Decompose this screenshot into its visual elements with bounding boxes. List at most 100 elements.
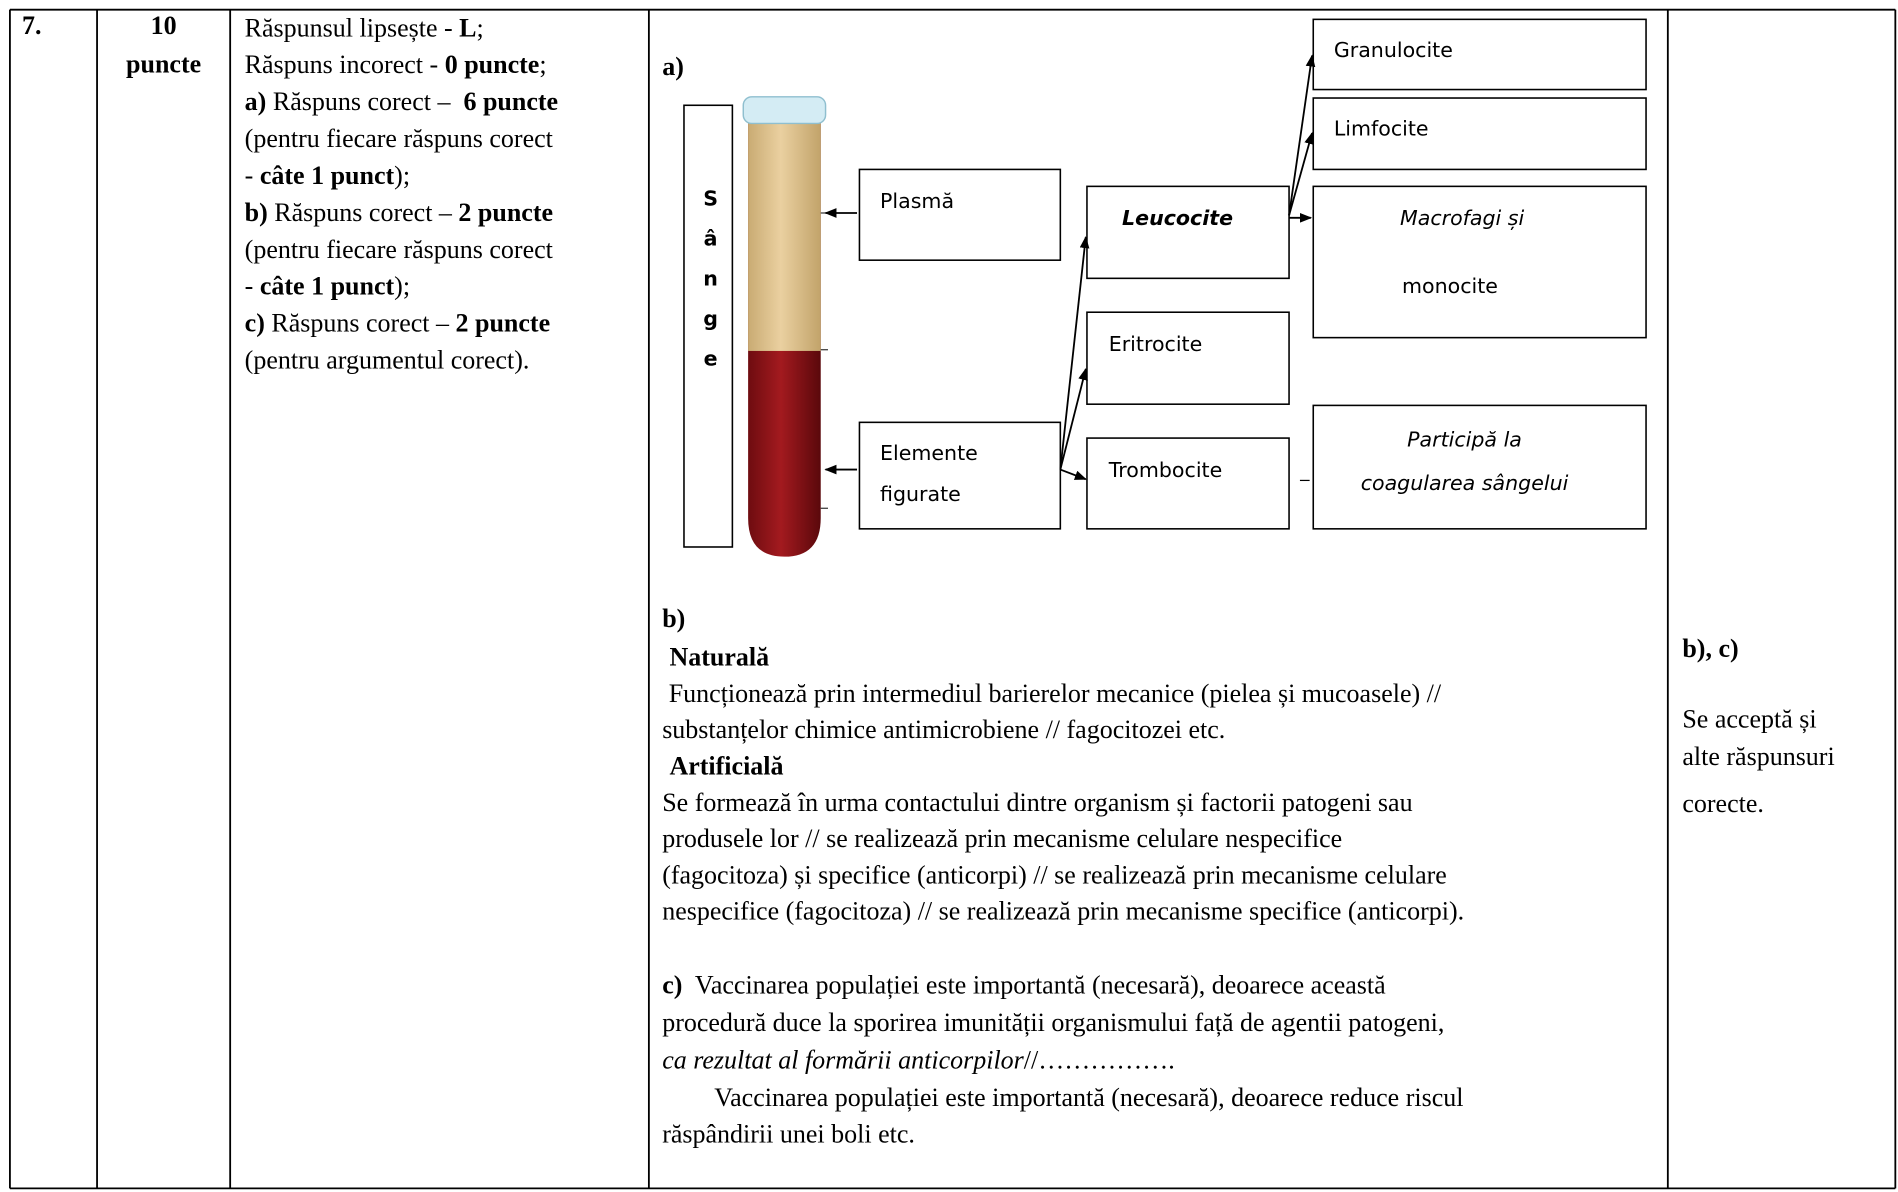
text-run: ; bbox=[539, 50, 546, 79]
text-run: ; bbox=[477, 13, 484, 42]
item-number: 7. bbox=[22, 11, 42, 40]
notes-line: alte răspunsuri bbox=[1682, 742, 1834, 771]
answer-b-line: nespecifice (fagocitoza) // se realizeaz… bbox=[662, 897, 1464, 926]
scoring-line: b) Răspuns corect – 2 puncte bbox=[245, 198, 553, 227]
scoring-line: Răspunsul lipsește - L; bbox=[245, 13, 484, 42]
text-run: a) bbox=[245, 87, 267, 116]
points-value: 10 bbox=[151, 11, 177, 40]
answer-c-line: procedură duce la sporirea imunității or… bbox=[662, 1008, 1444, 1037]
plasma-box bbox=[858, 168, 1062, 261]
answer-b-line: substanțelor chimice antimicrobiene // f… bbox=[662, 715, 1225, 744]
text-run: ); bbox=[394, 161, 410, 190]
answer-b-line: Naturală bbox=[669, 643, 769, 672]
scoring-line: - câte 1 punct); bbox=[245, 161, 410, 190]
granulocytes-label: Granulocite bbox=[1334, 38, 1453, 62]
text-run: Vaccinarea populației este importantă (n… bbox=[682, 971, 1386, 1000]
text-run: produsele lor // se realizează prin meca… bbox=[662, 824, 1342, 853]
answer-b-line: Artificială bbox=[669, 751, 783, 780]
text-run: 2 puncte bbox=[456, 309, 551, 338]
granulocytes-box bbox=[1312, 18, 1647, 91]
notes-line: Se acceptă și bbox=[1682, 704, 1816, 733]
answer-c-line: Vaccinarea populației este importantă (n… bbox=[714, 1083, 1463, 1112]
text-run: - bbox=[245, 272, 260, 301]
text-run: b) bbox=[662, 604, 685, 633]
text-run: (pentru fiecare răspuns corect bbox=[245, 124, 554, 153]
formed-elements-label: figurate bbox=[880, 482, 961, 506]
text-run: c) bbox=[245, 309, 265, 338]
scoring-line: (pentru fiecare răspuns corect bbox=[245, 124, 554, 153]
text-run: Se formează în urma contactului dintre o… bbox=[662, 788, 1412, 817]
answer-label: a) bbox=[662, 52, 684, 81]
text-run: c) bbox=[662, 971, 682, 1000]
macrophages-label: Macrofagi și bbox=[1400, 206, 1525, 230]
answer-c-line: răspândirii unei boli etc. bbox=[662, 1119, 915, 1148]
text-run: procedură duce la sporirea imunității or… bbox=[662, 1008, 1444, 1037]
erythrocytes-box bbox=[1086, 311, 1290, 405]
blood-box bbox=[683, 104, 734, 548]
arrow bbox=[1059, 367, 1088, 470]
arrow bbox=[1288, 54, 1316, 216]
scoring-line: - câte 1 punct); bbox=[245, 272, 410, 301]
answer-b-line: Se formează în urma contactului dintre o… bbox=[662, 788, 1412, 817]
scoring-line: Răspuns incorect - 0 puncte; bbox=[245, 50, 547, 79]
coagulation-label: Participă la bbox=[1407, 428, 1522, 452]
scoring-line: (pentru argumentul corect). bbox=[245, 345, 530, 374]
notes-line: corecte. bbox=[1682, 789, 1764, 818]
scoring-line: (pentru fiecare răspuns corect bbox=[245, 235, 554, 264]
text-run: Răspuns corect – bbox=[268, 198, 459, 227]
text-run: substanțelor chimice antimicrobiene // f… bbox=[662, 715, 1225, 744]
text-run: 2 puncte bbox=[458, 198, 553, 227]
leukocytes-box bbox=[1086, 185, 1290, 280]
thrombocytes-box bbox=[1086, 437, 1290, 530]
text-run: nespecifice (fagocitoza) // se realizeaz… bbox=[662, 897, 1464, 926]
macrophages-label: monocite bbox=[1402, 274, 1498, 298]
formed-elements-label: Elemente bbox=[880, 441, 978, 465]
scoring-line: a) Răspuns corect – 6 puncte bbox=[245, 87, 558, 116]
text-run: (fagocitoza) și specifice (anticorpi) //… bbox=[662, 860, 1447, 889]
answer-b-line: (fagocitoza) și specifice (anticorpi) //… bbox=[662, 860, 1447, 889]
text-run: L bbox=[459, 13, 476, 42]
plasma-label: Plasmă bbox=[880, 189, 954, 213]
erythrocytes-label: Eritrocite bbox=[1109, 332, 1203, 356]
text-run: ); bbox=[394, 272, 410, 301]
text-run: Funcționează prin intermediul barierelor… bbox=[662, 679, 1442, 708]
formed-elements-box bbox=[858, 421, 1062, 530]
text-run: Artificială bbox=[669, 751, 783, 780]
text-run: b) bbox=[245, 198, 268, 227]
text-run: //……………. bbox=[1024, 1046, 1175, 1075]
thrombocytes-label: Trombocite bbox=[1108, 458, 1223, 482]
scoring-line: c) Răspuns corect – 2 puncte bbox=[245, 309, 550, 338]
lymphocytes-label: Limfocite bbox=[1334, 117, 1429, 141]
answer-b-line: produsele lor // se realizează prin meca… bbox=[662, 824, 1342, 853]
tube-cap bbox=[742, 96, 827, 125]
text-run: câte 1 punct bbox=[260, 161, 395, 190]
notes-label: b), c) bbox=[1682, 634, 1738, 663]
table-borders bbox=[9, 8, 1897, 1190]
lymphocytes-box bbox=[1312, 97, 1647, 171]
text-run: (pentru argumentul corect). bbox=[245, 345, 530, 374]
text-run: Naturală bbox=[669, 643, 769, 672]
leukocytes-label: Leucocite bbox=[1122, 206, 1233, 230]
text-run: - bbox=[245, 161, 260, 190]
text-run: câte 1 punct bbox=[260, 272, 395, 301]
text-run: Răspunsul lipsește - bbox=[245, 13, 460, 42]
text-run: (pentru fiecare răspuns corect bbox=[245, 235, 554, 264]
text-run: 6 puncte bbox=[463, 87, 558, 116]
answer-b-line: Funcționează prin intermediul barierelor… bbox=[662, 679, 1442, 708]
coagulation-label: coagularea sângelui bbox=[1361, 471, 1569, 495]
points-unit: puncte bbox=[126, 50, 201, 79]
arrow bbox=[1060, 468, 1087, 481]
text-run: 0 puncte bbox=[445, 50, 540, 79]
text-run: răspândirii unei boli etc. bbox=[662, 1119, 915, 1148]
answer-c-line: ca rezultat al formării anticorpilor//……… bbox=[662, 1046, 1175, 1075]
text-run: Vaccinarea populației este importantă (n… bbox=[714, 1083, 1463, 1112]
coagulation-box bbox=[1312, 404, 1647, 530]
macrophages-box bbox=[1312, 185, 1647, 339]
text-run: ca rezultat al formării anticorpilor bbox=[662, 1046, 1024, 1075]
answer-b-line: b) bbox=[662, 604, 685, 633]
text-run: Răspuns corect – bbox=[265, 309, 456, 338]
answer-c-line: c) Vaccinarea populației este importantă… bbox=[662, 971, 1386, 1000]
